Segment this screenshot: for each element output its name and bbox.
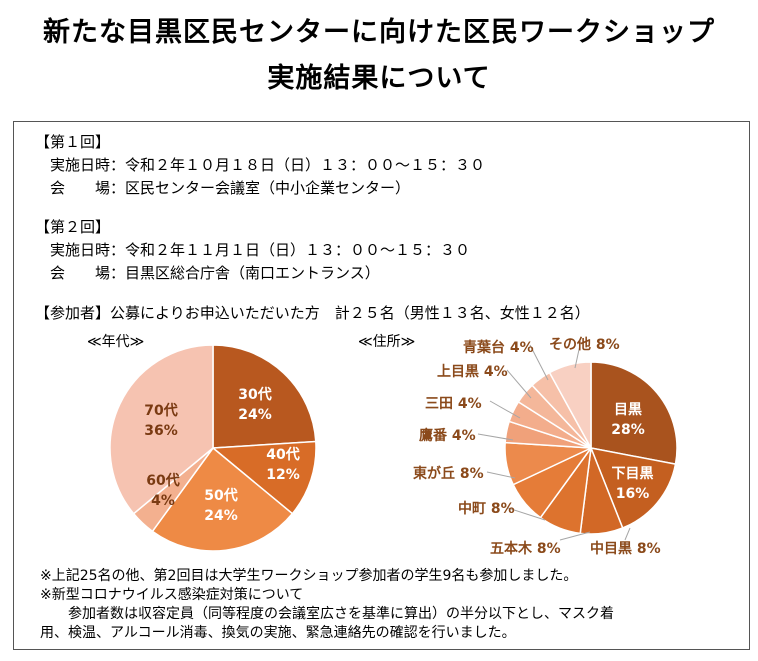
note-line-2: ※新型コロナウイルス感染症対策について <box>40 587 304 603</box>
address-leader-line-5 <box>489 400 521 419</box>
age-pie-slice-1 <box>211 440 317 515</box>
address-pie-slice-10 <box>548 361 592 449</box>
address-leader-line-4 <box>477 433 514 441</box>
address-label-meguro: 目黒 28% <box>611 402 645 438</box>
session2-heading: 【第２回】 <box>35 218 111 236</box>
age-label-60s: 60代 4% <box>146 473 180 509</box>
note-line-1: ※上記25名の他、第2回目は大学生ワークショップ参加者の学生9名も参加しました。 <box>40 568 578 584</box>
address-label-shimomeguro: 下目黒 16% <box>611 466 654 502</box>
age-pie-slice-0 <box>212 344 317 449</box>
address-pie-slice-1 <box>589 447 677 529</box>
address-chart-title: ≪住所≫ <box>358 334 416 350</box>
address-label-nakacho: 中町 8% <box>458 501 515 517</box>
session1-date: 実施日時：令和２年１０月１８日（日）１３：００～１５：３０ <box>35 156 486 174</box>
note-line-4: 用、検温、アルコール消毒、換気の実施、緊急連絡先の確認を行いました。 <box>40 625 516 641</box>
session1-venue: 会 場：区民センター会議室（中小企業センター） <box>35 179 411 197</box>
address-label-gohongi: 五本木 8% <box>490 541 561 557</box>
session1-heading: 【第１回】 <box>35 133 111 151</box>
address-label-other: その他 8% <box>549 337 620 353</box>
session2-venue: 会 場：目黒区総合庁舎（南口エントランス） <box>35 264 380 282</box>
content-frame <box>13 121 750 650</box>
session2-date: 実施日時：令和２年１１月１日（日）１３：００～１５：３０ <box>35 241 471 259</box>
address-label-takaban: 鷹番 4% <box>419 428 476 444</box>
age-label-40s: 40代 12% <box>266 447 300 483</box>
address-leader-line-6 <box>506 369 532 399</box>
age-label-70s: 70代 36% <box>144 403 178 439</box>
address-label-higashigaoka: 東が丘 8% <box>413 466 484 482</box>
address-leader-line-0 <box>624 527 631 541</box>
address-leader-line-1 <box>559 531 591 541</box>
age-pie-slice-4 <box>109 344 214 515</box>
page-subtitle: 実施結果について <box>267 63 491 94</box>
age-label-50s: 50代 24% <box>204 488 238 524</box>
page-title: 新たな目黒区民センターに向けた区民ワークショップ <box>43 17 715 48</box>
age-pie-slice-2 <box>151 446 294 552</box>
address-leader-line-3 <box>486 471 516 479</box>
participants-line: 【参加者】公募によりお申込いただいた方 計２５名（男性１３名、女性１２名） <box>35 304 590 322</box>
address-label-aobadai: 青葉台 4% <box>463 340 534 356</box>
address-leader-line-2 <box>507 507 546 521</box>
age-chart-title: ≪年代≫ <box>87 334 145 350</box>
age-label-30s: 30代 24% <box>238 387 272 423</box>
address-leader-line-8 <box>574 344 581 369</box>
address-leader-line-7 <box>529 344 549 381</box>
note-line-3: 参加者数は収容定員（同等程度の会議室広さを基準に算出）の半分以下とし、マスク着 <box>40 606 614 622</box>
address-label-mita: 三田 4% <box>425 396 482 412</box>
address-label-nakameguro: 中目黒 8% <box>590 541 661 557</box>
address-pie-slice-0 <box>590 361 678 465</box>
address-label-kamimeguro: 上目黒 4% <box>437 364 508 380</box>
